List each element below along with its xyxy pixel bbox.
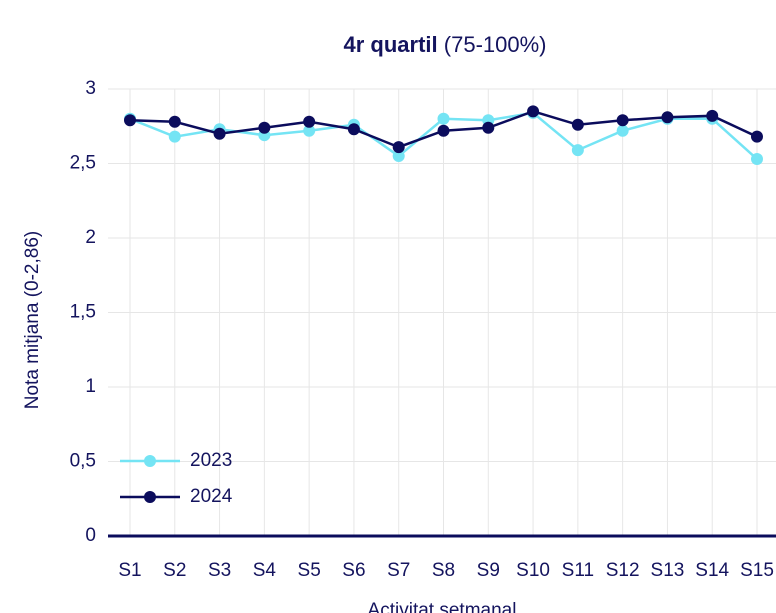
y-tick-label: 2 (85, 227, 96, 248)
y-axis-label: Nota mitjana (0-2,86) (22, 231, 43, 409)
title-sub: (75-100%) (444, 32, 547, 57)
x-tick-label: S6 (342, 560, 365, 581)
legend-label: 2023 (190, 450, 232, 471)
x-tick-label: S1 (118, 560, 141, 581)
y-tick-label: 0,5 (70, 451, 96, 472)
data-point (303, 115, 316, 128)
x-tick-label: S14 (695, 560, 729, 581)
y-tick-label: 2,5 (70, 153, 96, 174)
chart-title: 4r quartil (75-100%) (344, 32, 547, 57)
data-point (124, 114, 136, 127)
y-tick-label: 1 (85, 376, 96, 397)
data-point (751, 130, 763, 143)
data-point (303, 124, 316, 137)
data-point (437, 112, 450, 125)
data-point (571, 144, 584, 157)
data-point (213, 127, 226, 140)
x-tick-label: S8 (432, 560, 455, 581)
legend-label: 2024 (190, 486, 233, 507)
data-point (258, 121, 271, 134)
x-tick-label: S2 (163, 560, 186, 581)
data-point (392, 150, 405, 163)
data-point (751, 153, 763, 166)
legend-marker (144, 491, 156, 503)
title-main: 4r quartil (344, 32, 438, 57)
data-point (347, 123, 360, 136)
x-tick-label: S5 (298, 560, 321, 581)
data-point (482, 121, 495, 134)
legend-marker (144, 455, 156, 467)
data-point (527, 105, 540, 118)
data-point (571, 118, 584, 131)
x-tick-label: S15 (740, 560, 774, 581)
data-point (168, 130, 181, 143)
x-tick-label: S9 (477, 560, 500, 581)
data-point (661, 111, 674, 124)
x-tick-label: S12 (606, 560, 640, 581)
data-point (168, 115, 181, 128)
y-tick-label: 0 (85, 525, 96, 546)
x-tick-label: S10 (516, 560, 550, 581)
data-point (616, 114, 629, 127)
data-point (437, 124, 450, 137)
y-tick-label: 3 (85, 78, 96, 99)
x-tick-label: S13 (651, 560, 685, 581)
x-tick-label: S4 (253, 560, 277, 581)
x-tick-label: S7 (387, 560, 410, 581)
x-tick-label: S3 (208, 560, 231, 581)
data-point (616, 124, 629, 137)
data-point (392, 141, 405, 154)
x-tick-label: S11 (562, 560, 594, 581)
y-tick-label: 1,5 (70, 302, 96, 323)
data-point (706, 109, 719, 122)
x-axis-label: Activitat setmanal (368, 600, 517, 613)
